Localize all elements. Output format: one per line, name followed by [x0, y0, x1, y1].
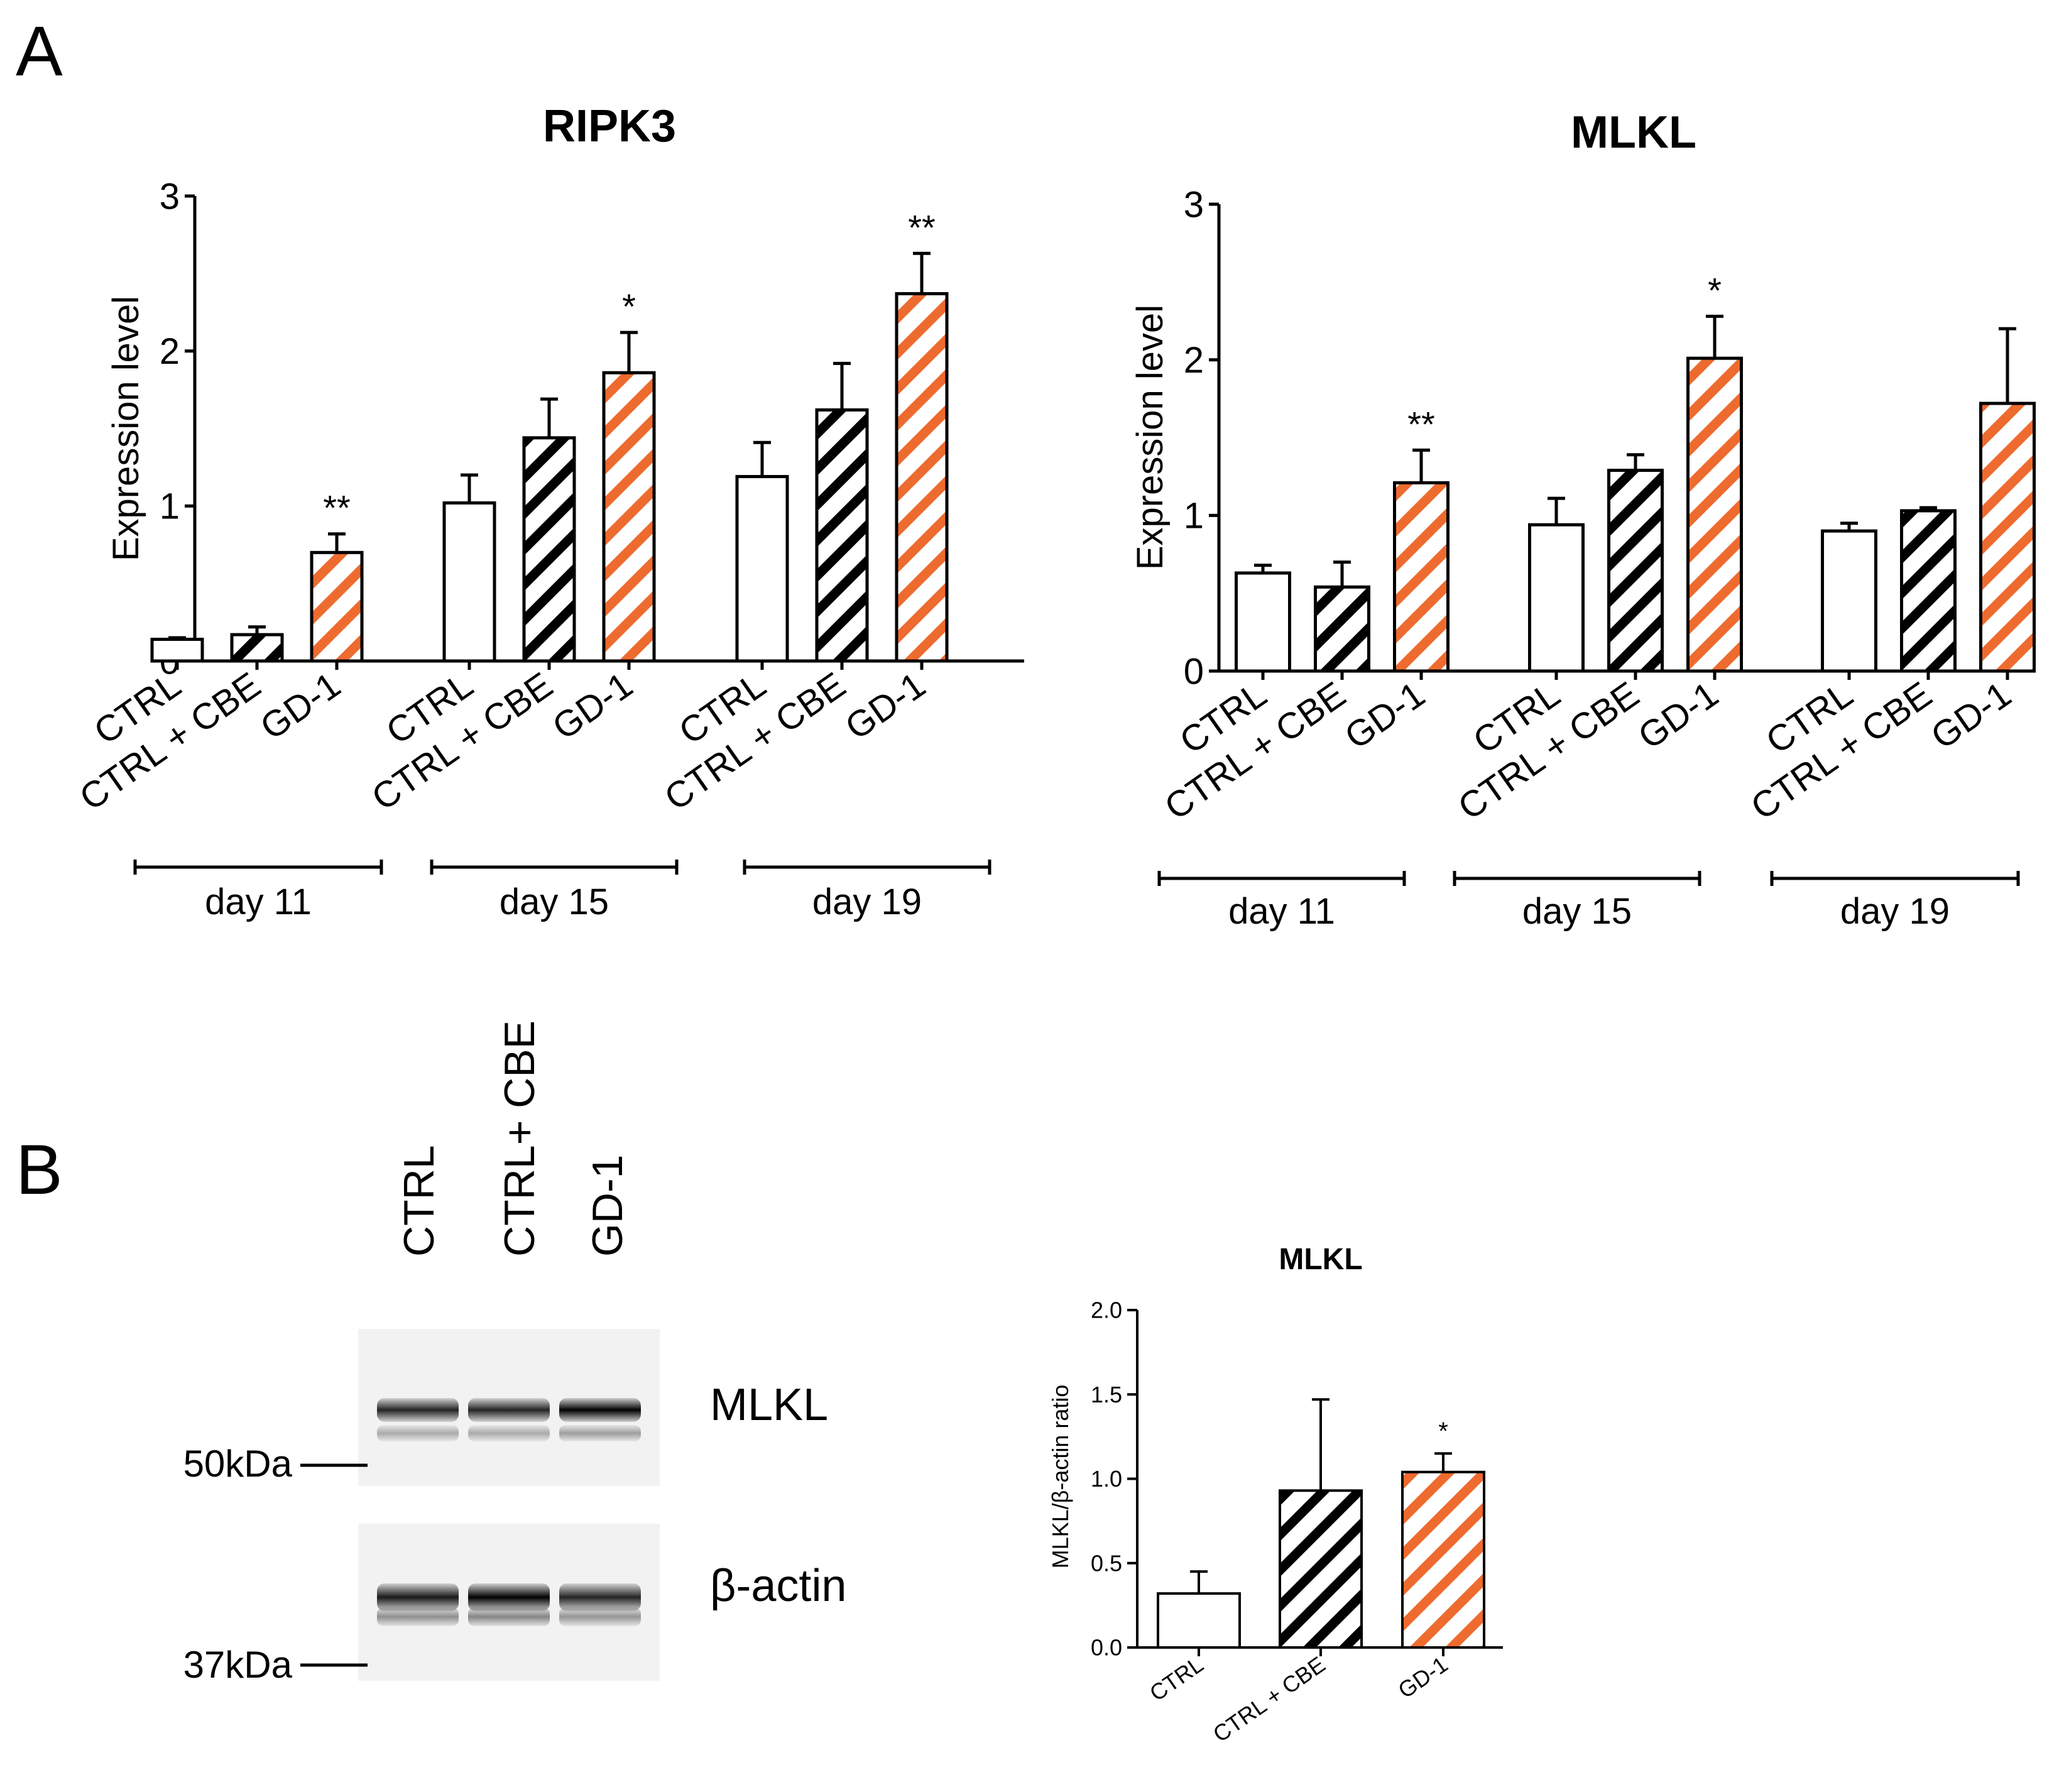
bar	[895, 292, 949, 663]
y-tick-label: 0.5	[1091, 1550, 1122, 1576]
significance-label: **	[1407, 404, 1435, 444]
group-label: day 11	[1228, 891, 1335, 932]
bar	[1393, 481, 1450, 673]
significance-label: **	[323, 488, 351, 528]
blot-lane-label: CTRL	[395, 1145, 443, 1257]
y-tick-label: 1.5	[1091, 1382, 1122, 1407]
blot-band	[468, 1583, 550, 1611]
y-tick-label: 0	[1184, 651, 1204, 692]
bar	[1235, 571, 1291, 673]
blot-band	[468, 1398, 550, 1422]
blot-band	[559, 1398, 641, 1422]
blot-lane-label: GD-1	[584, 1155, 631, 1257]
panel-label-b: B	[16, 1130, 63, 1209]
blot-band	[377, 1583, 459, 1611]
significance-label: *	[1438, 1418, 1448, 1445]
bar	[1821, 529, 1877, 673]
blot-lane-label: CTRL+ CBE	[496, 1020, 543, 1257]
bar	[1401, 1470, 1485, 1649]
bar	[1607, 469, 1664, 673]
bar	[735, 474, 789, 663]
bar	[230, 633, 284, 663]
x-tick-label: GD-1	[1631, 674, 1726, 757]
y-axis-label: MLKL/β-actin ratio	[1047, 1385, 1073, 1569]
significance-label: *	[622, 287, 636, 326]
blot-band	[377, 1425, 459, 1441]
bar	[602, 371, 656, 663]
y-tick-label: 1	[1184, 496, 1204, 537]
x-tick-label: GD-1	[838, 664, 933, 748]
y-axis-label: Expression level	[106, 296, 146, 561]
bar	[1279, 1489, 1363, 1649]
x-tick-label: CTRL + CBE	[1208, 1651, 1330, 1747]
bar	[1528, 523, 1585, 673]
x-tick-label: GD-1	[1924, 674, 2019, 757]
y-tick-label: 2.0	[1091, 1298, 1122, 1323]
bar	[310, 550, 364, 663]
blot-band-label: MLKL	[710, 1380, 828, 1430]
y-tick-label: 1.0	[1091, 1466, 1122, 1492]
chart-title: MLKL	[1571, 107, 1696, 158]
panel-label-a: A	[16, 12, 63, 90]
blot-band	[468, 1607, 550, 1626]
blot-band	[377, 1607, 459, 1626]
bar	[1314, 585, 1370, 673]
y-tick-label: 2	[1184, 340, 1204, 381]
y-tick-label: 3	[160, 176, 180, 217]
y-tick-label: 2	[160, 331, 180, 372]
western-blot: CTRL CTRL+ CBE GD-1 MLKL β-actin 50kDa 3…	[183, 1020, 847, 1686]
group-label: day 19	[812, 882, 922, 922]
y-tick-label: 3	[1184, 184, 1204, 225]
x-tick-label: GD-1	[253, 664, 348, 748]
significance-label: *	[1708, 270, 1722, 310]
blot-band	[377, 1398, 459, 1422]
blot-band	[559, 1583, 641, 1611]
y-tick-label: 1	[160, 486, 180, 527]
bar	[815, 408, 869, 663]
x-tick-label: GD-1	[1394, 1651, 1453, 1703]
group-label: day 15	[500, 882, 609, 922]
bar	[150, 637, 204, 663]
group-label: day 15	[1522, 891, 1632, 932]
x-tick-label: CTRL	[1145, 1651, 1208, 1707]
x-tick-label: GD-1	[545, 664, 640, 748]
blot-band	[559, 1425, 641, 1441]
blot-size-marker: 50kDa	[183, 1443, 293, 1485]
chart-title: RIPK3	[543, 101, 676, 151]
bar	[1979, 402, 2036, 673]
group-label: day 19	[1840, 891, 1950, 932]
bar	[1157, 1592, 1241, 1649]
significance-label: **	[908, 207, 936, 247]
blot-band	[468, 1425, 550, 1441]
chart-title: MLKL	[1279, 1243, 1362, 1276]
blot-band	[559, 1607, 641, 1626]
x-tick-label: GD-1	[1338, 674, 1433, 757]
bar	[442, 501, 496, 663]
group-label: day 11	[205, 882, 312, 922]
blot-band-label: β-actin	[710, 1561, 846, 1611]
bar	[1900, 509, 1957, 673]
y-tick-label: 0.0	[1091, 1635, 1122, 1661]
y-axis-label: Expression level	[1130, 305, 1171, 570]
blot-size-marker: 37kDa	[183, 1644, 293, 1686]
bar	[1686, 356, 1743, 673]
mlkl-ratio-bar-chart: MLKL MLKL/β-actin ratio 0.0 0.5 1.0 1.5 2.0 CTR…	[1047, 1243, 1503, 1747]
bar	[522, 436, 576, 663]
